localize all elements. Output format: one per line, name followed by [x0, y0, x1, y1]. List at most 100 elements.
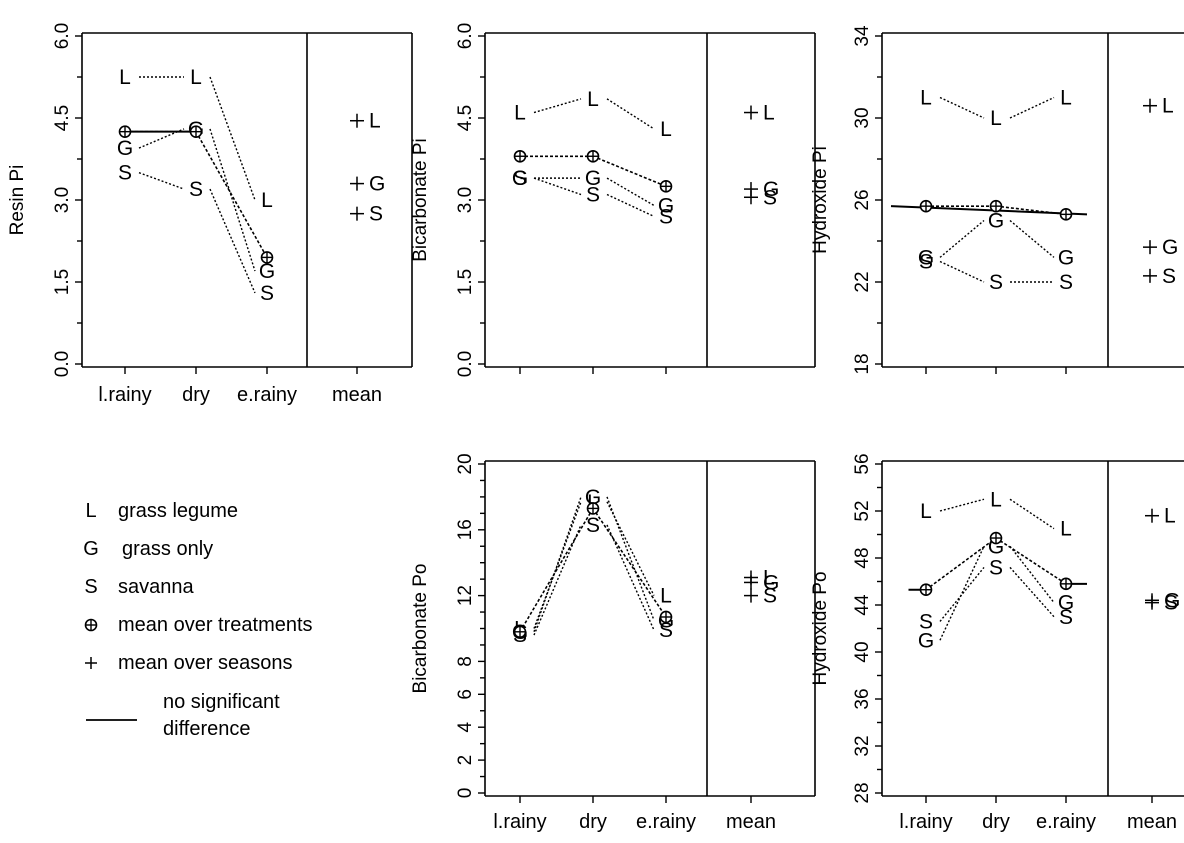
point-label-S: S — [659, 205, 673, 228]
legend-symbol-S: S — [84, 576, 97, 598]
point-label-S: S — [586, 184, 600, 207]
y-tick-label: 6.0 — [52, 23, 73, 49]
y-tick-label: 16 — [455, 519, 476, 540]
point-label-G: G — [918, 246, 934, 269]
season-mean-label-G: G — [1162, 236, 1178, 259]
point-label-L: L — [920, 87, 932, 110]
point-label-L: L — [261, 189, 273, 212]
series-line-L — [1009, 498, 1055, 530]
series-line-L — [939, 96, 985, 119]
point-label-S: S — [919, 251, 933, 274]
point-label-L: L — [587, 88, 599, 111]
treatment-mean-line — [519, 508, 594, 633]
y-tick-label: 44 — [852, 594, 873, 616]
season-mean-label-G: G — [1164, 589, 1180, 612]
point-label-L: L — [1060, 87, 1072, 110]
x-tick-label: dry — [182, 384, 210, 406]
season-mean-label-S: S — [369, 203, 383, 226]
point-label-S: S — [586, 514, 600, 537]
legend-symbol-L: L — [85, 500, 96, 522]
point-label-L: L — [1060, 518, 1072, 541]
legend-label: mean over treatments — [118, 614, 313, 636]
y-axis-label: Bicarbonate Po — [410, 564, 431, 694]
series-line-L — [939, 498, 985, 512]
series-line-L — [606, 98, 655, 130]
point-label-L: L — [119, 66, 131, 89]
y-axis-label: Hydroxide Po — [810, 571, 831, 685]
point-label-S: S — [189, 178, 203, 201]
point-label-L: L — [920, 500, 932, 523]
y-tick-label: 6 — [455, 689, 476, 700]
x-tick-label: mean — [726, 811, 776, 833]
series-line-S — [209, 188, 256, 294]
y-tick-label: 8 — [455, 656, 476, 667]
point-label-G: G — [918, 629, 934, 652]
point-label-L: L — [990, 107, 1002, 130]
series-line-L — [533, 98, 582, 114]
y-tick-label: 4 — [455, 721, 476, 732]
season-mean-label-S: S — [763, 186, 777, 209]
season-mean-label-G: G — [763, 178, 779, 201]
y-tick-label: 34 — [852, 25, 873, 47]
y-tick-label: 32 — [852, 735, 873, 756]
season-mean-label-G: G — [763, 571, 779, 594]
point-label-L: L — [190, 66, 202, 89]
point-label-S: S — [989, 271, 1003, 294]
x-tick-label: dry — [579, 811, 607, 833]
y-tick-label: 12 — [455, 585, 476, 606]
y-tick-label: 52 — [852, 500, 873, 521]
point-label-G: G — [585, 486, 601, 509]
treatment-mean-line — [995, 537, 1067, 585]
treatment-mean-line — [592, 507, 667, 618]
point-label-S: S — [1059, 606, 1073, 629]
y-tick-label: 28 — [852, 782, 873, 803]
legend-label: grass only — [122, 538, 213, 560]
series-line-G — [1009, 219, 1055, 258]
season-mean-label-L: L — [1164, 505, 1176, 528]
x-tick-label: mean — [332, 384, 382, 406]
y-tick-label: 4.5 — [52, 105, 73, 131]
series-line-S — [1009, 566, 1055, 618]
y-tick-label: 0.0 — [455, 351, 476, 377]
series-line-S — [533, 177, 582, 196]
y-tick-label: 22 — [852, 271, 873, 292]
season-mean-label-L: L — [763, 102, 775, 125]
point-label-S: S — [659, 619, 673, 642]
y-tick-label: 56 — [852, 453, 873, 474]
season-mean-label-L: L — [369, 110, 381, 133]
season-mean-label-S: S — [763, 585, 777, 608]
point-label-S: S — [118, 162, 132, 185]
treatment-mean-line — [925, 537, 997, 591]
y-axis-label: Resin Pi — [7, 165, 28, 236]
y-tick-label: 1.5 — [455, 269, 476, 295]
y-tick-label: 18 — [852, 353, 873, 374]
point-label-S: S — [919, 610, 933, 633]
legend-label-nsd: no significant — [163, 691, 280, 713]
x-tick-label: l.rainy — [98, 384, 151, 406]
legend-label: savanna — [118, 576, 194, 598]
series-line-G — [939, 545, 985, 641]
point-label-S: S — [260, 282, 274, 305]
series-line-S — [138, 172, 185, 190]
y-tick-label: 6.0 — [455, 23, 476, 49]
x-tick-label: l.rainy — [899, 811, 952, 833]
season-mean-label-G: G — [369, 173, 385, 196]
y-tick-label: 3.0 — [52, 187, 73, 213]
y-axis-label: Hydroxide Pi — [810, 146, 831, 254]
x-tick-label: e.rainy — [1036, 811, 1096, 833]
point-label-G: G — [1058, 592, 1074, 615]
x-tick-label: l.rainy — [493, 811, 546, 833]
point-label-G: G — [512, 167, 528, 190]
series-line-G — [606, 496, 655, 621]
series-line-L — [1009, 96, 1055, 119]
y-tick-label: 30 — [852, 107, 873, 128]
y-tick-label: 36 — [852, 688, 873, 709]
series-line-S — [939, 260, 985, 283]
point-label-S: S — [513, 167, 527, 190]
chart-panel-5: 28 32 36 40 44 48 52 56 Hydroxide Po l.rainy dry e.… — [810, 453, 1184, 833]
series-line-G — [606, 177, 655, 207]
series-line-S — [939, 566, 985, 622]
